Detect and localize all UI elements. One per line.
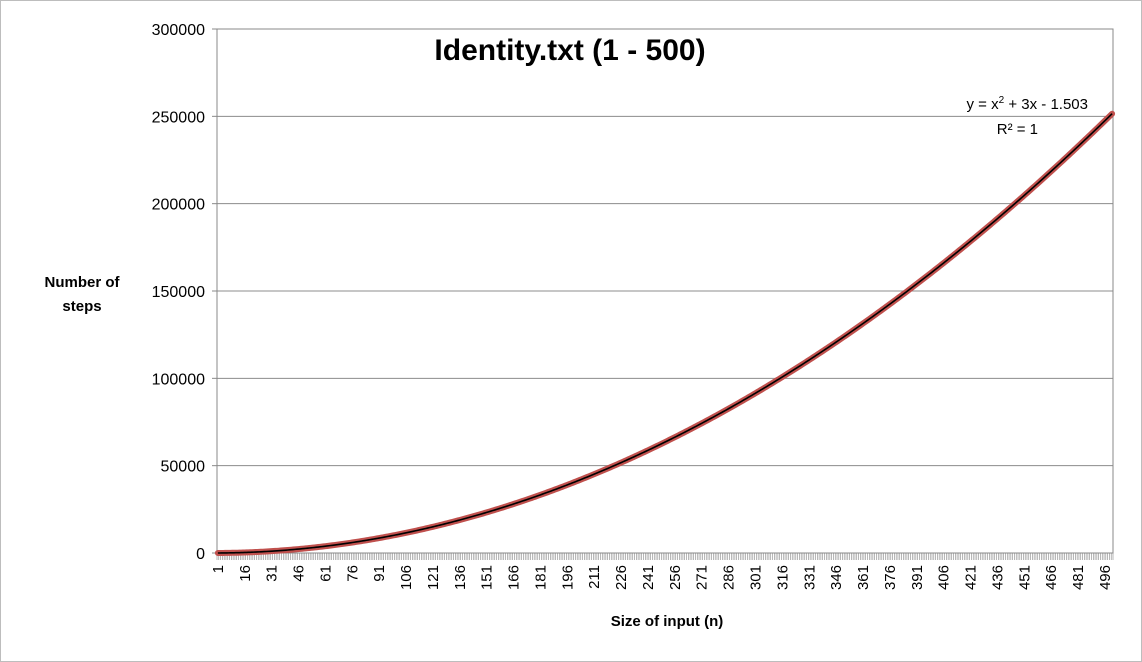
y-tick-label: 250000	[152, 109, 205, 126]
y-tick-label: 50000	[161, 459, 206, 476]
trendline-equation: y = x2 + 3x - 1.503	[967, 95, 1088, 113]
x-tick-label: 61	[317, 565, 334, 582]
x-tick-label: 211	[586, 565, 603, 589]
x-tick-label: 496	[1097, 565, 1114, 590]
x-tick-label: 121	[425, 565, 442, 590]
x-tick-label: 1	[210, 565, 227, 573]
y-tick-label: 100000	[152, 371, 205, 388]
chart-title: Identity.txt (1 - 500)	[434, 34, 705, 67]
x-tick-label: 31	[264, 565, 281, 582]
x-tick-label: 106	[398, 565, 415, 590]
x-tick-label: 331	[801, 565, 818, 590]
x-tick-label: 451	[1016, 565, 1033, 590]
y-axis-label-line-2: steps	[62, 298, 101, 315]
series-line	[214, 110, 1116, 556]
x-tick-label: 196	[559, 565, 576, 590]
trendline-r-squared: R² = 1	[997, 121, 1038, 138]
x-tick-label: 421	[963, 565, 980, 590]
x-tick-label: 301	[747, 565, 764, 590]
x-tick-label: 46	[291, 565, 308, 582]
x-tick-label: 406	[936, 565, 953, 590]
x-tick-label: 271	[694, 565, 711, 590]
data-series	[214, 110, 1116, 556]
trendline	[217, 113, 1113, 554]
x-tick-label: 346	[828, 565, 845, 590]
y-tick-label: 150000	[152, 284, 205, 301]
x-tick-label: 16	[237, 565, 254, 582]
x-tick-label: 181	[532, 565, 549, 590]
x-tick-label: 151	[479, 565, 496, 590]
x-tick-label: 286	[721, 565, 738, 590]
y-axis-label-line-1: Number of	[45, 274, 121, 291]
x-tick-label: 436	[989, 565, 1006, 590]
y-tick-labels: 0 50000 100000 150000 200000 250000 300000	[152, 22, 217, 563]
y-tick-label: 0	[196, 546, 205, 563]
y-tick-label: 300000	[152, 22, 205, 39]
x-axis-label: Size of input (n)	[611, 613, 723, 630]
x-tick-label: 76	[344, 565, 361, 582]
x-tick-label: 481	[1070, 565, 1087, 590]
x-tick-label: 91	[371, 565, 388, 582]
x-tick-label: 391	[909, 565, 926, 590]
x-minor-ticks	[216, 553, 1114, 560]
x-tick-labels: 1 16 31 46 61 76 91 106 121 136 151 166 181 196 211 226…	[210, 565, 1114, 590]
x-tick-label: 166	[506, 565, 523, 590]
x-tick-label: 226	[613, 565, 630, 590]
x-tick-label: 241	[640, 565, 657, 590]
x-tick-label: 361	[855, 565, 872, 590]
x-tick-label: 256	[667, 565, 684, 590]
x-tick-label: 376	[882, 565, 899, 590]
x-tick-label: 466	[1043, 565, 1060, 590]
x-tick-label: 316	[774, 565, 791, 590]
trendline-path	[217, 113, 1113, 554]
y-tick-label: 200000	[152, 197, 205, 214]
x-tick-marks	[216, 553, 1114, 560]
x-tick-label: 136	[452, 565, 469, 590]
